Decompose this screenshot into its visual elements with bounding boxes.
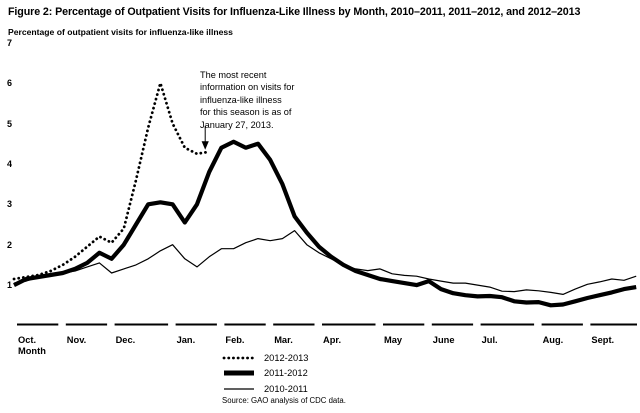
figure-title: Figure 2: Percentage of Outpatient Visit… — [8, 6, 581, 18]
x-axis-label-may: May — [384, 335, 403, 345]
annotation-text: The most recent information on visits for… — [200, 69, 294, 131]
legend-sample-line-2012-2013 — [222, 356, 256, 360]
x-axis-label-feb-: Feb. — [225, 335, 245, 345]
annotation-line-5: January 27, 2013. — [200, 119, 274, 130]
x-axis-label-jan-: Jan. — [176, 335, 196, 345]
x-axis-label-oct-: Oct. — [18, 335, 37, 345]
legend-label-2011-2012: 2011-2012 — [264, 368, 308, 379]
x-axis-label-dec-: Dec. — [115, 335, 136, 345]
annotation-line-4: for this season is as of — [200, 107, 292, 118]
y-axis-title: Percentage of outpatient visits for infl… — [8, 27, 233, 37]
source-note: Source: GAO analysis of CDC data. — [222, 396, 346, 405]
legend-item-2012-2013: 2012-2013 — [222, 350, 308, 366]
legend-label-2010-2011: 2010-2011 — [264, 383, 308, 394]
legend-item-2010-2011: 2010-2011 — [222, 381, 308, 397]
y-axis-tick-label-7: 7 — [7, 37, 13, 48]
legend-sample-line-2011-2012 — [224, 370, 254, 376]
legend-sample-line-2010-2011 — [224, 388, 254, 390]
y-axis-tick-label-6: 6 — [7, 78, 13, 89]
series-line-2010-2011 — [13, 230, 637, 295]
annotation-arrow-head — [201, 141, 209, 150]
legend-item-2011-2012: 2011-2012 — [222, 366, 308, 382]
series-line-2012-2013 — [12, 81, 211, 281]
y-axis-tick-label-1: 1 — [7, 280, 13, 291]
x-axis-label-apr-: Apr. — [323, 335, 342, 345]
x-axis-label-jul-: Jul. — [481, 335, 498, 345]
y-axis-tick-label-3: 3 — [7, 199, 13, 210]
x-axis-label-nov-: Nov. — [66, 335, 87, 345]
y-axis-tick-label-4: 4 — [7, 158, 13, 169]
annotation-line-3: influenza-like illness — [200, 94, 282, 105]
x-axis-label-aug-: Aug. — [542, 335, 564, 345]
x-axis-caption: Month — [18, 346, 46, 356]
annotation-line-1: The most recent — [200, 70, 267, 80]
x-axis-label-mar-: Mar. — [274, 335, 293, 345]
y-axis-tick-label-5: 5 — [7, 118, 13, 129]
legend: 2012-2013 2011-2012 2010-2011 — [222, 350, 308, 397]
x-axis-label-sept-: Sept. — [591, 335, 615, 345]
series-line-2011-2012 — [13, 139, 637, 308]
y-axis-tick-label-2: 2 — [7, 239, 13, 250]
annotation-line-2: information on visits for — [200, 82, 295, 93]
x-axis-label-june: June — [432, 335, 455, 345]
legend-label-2012-2013: 2012-2013 — [264, 352, 309, 363]
